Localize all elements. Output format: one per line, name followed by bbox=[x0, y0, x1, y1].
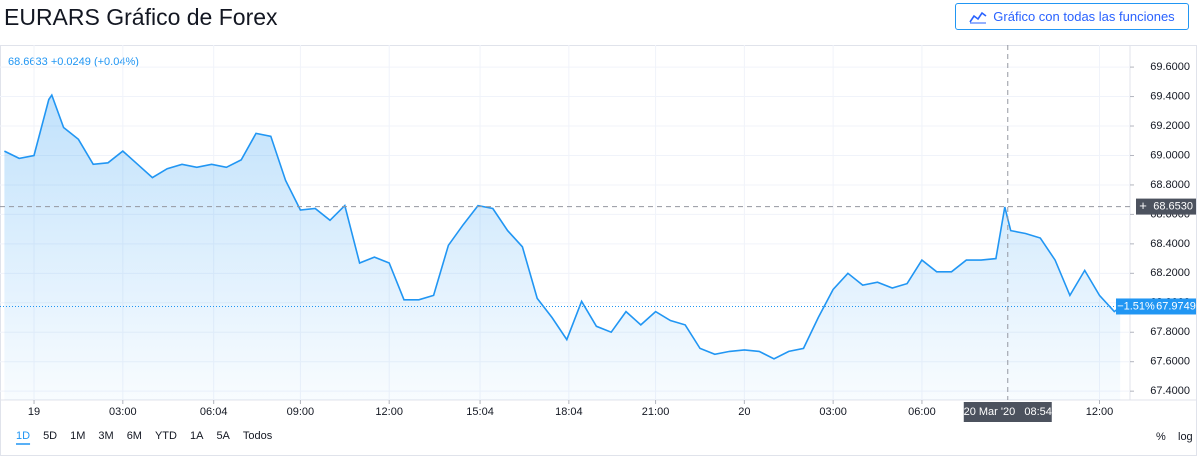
y-tick-label: 68.4000 bbox=[1150, 238, 1190, 250]
x-tick-label: 19 bbox=[28, 406, 40, 418]
y-tick-label: 67.8000 bbox=[1150, 326, 1190, 338]
last-price-label: 67.9749 bbox=[1156, 300, 1196, 312]
y-tick-label: 69.6000 bbox=[1150, 61, 1190, 73]
chart: 68.6633 +0.0249 (+0.04%) 67.4000 67.6000 6… bbox=[0, 45, 1197, 456]
range-button[interactable]: 6M bbox=[127, 430, 142, 442]
button-label: Gráfico con todas las funciones bbox=[993, 9, 1175, 24]
y-tick-label: 69.2000 bbox=[1150, 120, 1190, 132]
crosshair-plus: + bbox=[1139, 198, 1147, 213]
y-tick-label: 67.4000 bbox=[1150, 385, 1190, 397]
scale-option[interactable]: % bbox=[1156, 431, 1166, 443]
x-tick-label: 21:00 bbox=[642, 406, 670, 418]
x-tick-label: 12:00 bbox=[1086, 406, 1114, 418]
x-tick-label: 03:00 bbox=[819, 406, 847, 418]
x-tick-label: 06:04 bbox=[200, 406, 228, 418]
x-tick-label: 20 bbox=[738, 406, 750, 418]
x-tick-label: 15:04 bbox=[466, 406, 494, 418]
y-tick-label: 68.8000 bbox=[1150, 179, 1190, 191]
price-line bbox=[4, 93, 1121, 360]
chart-icon bbox=[969, 11, 987, 23]
y-tick-label: 67.6000 bbox=[1150, 356, 1190, 368]
range-button[interactable]: YTD bbox=[155, 430, 177, 442]
crosshair-x-label: 20 Mar '20 08:54 bbox=[964, 406, 1052, 418]
chart-border bbox=[0, 45, 1197, 456]
crosshair-y-badge bbox=[1136, 198, 1196, 215]
range-button[interactable]: 5D bbox=[43, 430, 57, 442]
range-button[interactable]: 3M bbox=[98, 430, 113, 442]
last-price-badge bbox=[1156, 298, 1196, 315]
crosshair-y-label: 68.6530 bbox=[1153, 200, 1193, 212]
page-title: EURARS Gráfico de Forex bbox=[4, 4, 278, 30]
y-tick-label: 69.0000 bbox=[1150, 149, 1190, 161]
y-tick-label: 69.4000 bbox=[1150, 90, 1190, 102]
x-tick-label: 12:00 bbox=[375, 406, 403, 418]
range-button[interactable]: 1A bbox=[190, 430, 204, 442]
range-button[interactable]: 1D bbox=[16, 430, 30, 442]
scale-option[interactable]: log bbox=[1178, 431, 1193, 443]
area-fill bbox=[4, 95, 1121, 400]
change-label: −1.51% bbox=[1117, 300, 1155, 312]
x-tick-label: 03:00 bbox=[109, 406, 137, 418]
x-tick-label: 18:04 bbox=[555, 406, 583, 418]
range-button[interactable]: 5A bbox=[216, 430, 230, 442]
y-tick-label: 68.2000 bbox=[1150, 267, 1190, 279]
change-badge bbox=[1116, 298, 1156, 315]
range-button[interactable]: 1M bbox=[70, 430, 85, 442]
legend-text: 68.6633 +0.0249 (+0.04%) bbox=[8, 56, 139, 68]
full-chart-button[interactable]: Gráfico con todas las funciones bbox=[955, 3, 1189, 30]
x-tick-label: 06:00 bbox=[908, 406, 936, 418]
crosshair-x-badge bbox=[963, 402, 1052, 422]
range-button[interactable]: Todos bbox=[243, 430, 273, 442]
x-tick-label: 09:00 bbox=[287, 406, 315, 418]
